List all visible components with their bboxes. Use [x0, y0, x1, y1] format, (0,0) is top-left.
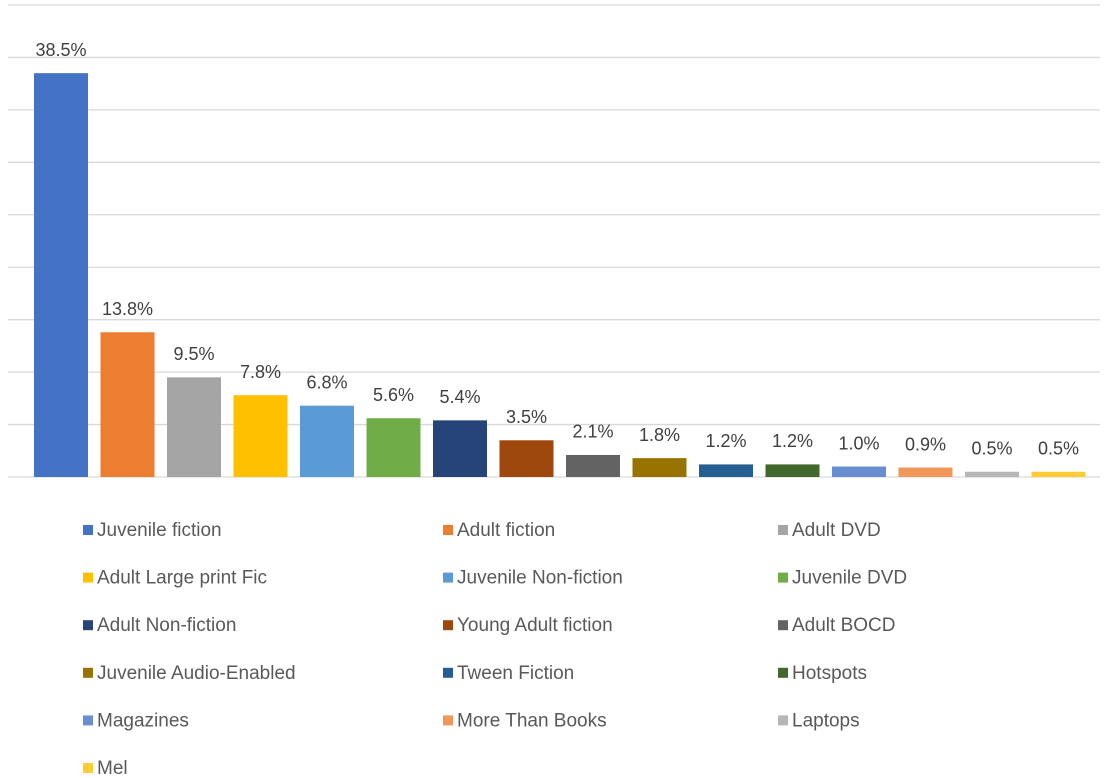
bar	[965, 471, 1019, 477]
data-label: 0.5%	[971, 439, 1012, 459]
bar	[300, 405, 354, 477]
data-label: 13.8%	[102, 299, 153, 319]
legend-swatch	[443, 715, 453, 726]
legend-label: Adult DVD	[792, 520, 881, 541]
data-label: 9.5%	[173, 344, 214, 364]
legend-label: Adult BOCD	[792, 615, 895, 636]
data-label: 0.5%	[1038, 439, 1079, 459]
data-label: 1.0%	[838, 433, 879, 453]
legend-swatch	[443, 525, 453, 535]
legend-label: More Than Books	[457, 710, 607, 731]
bar	[366, 418, 421, 477]
legend-label: Laptops	[792, 710, 860, 731]
legend-swatch	[83, 620, 93, 631]
data-label: 3.5%	[506, 407, 547, 427]
bar	[34, 73, 88, 477]
legend-label: Juvenile DVD	[792, 568, 907, 589]
legend-label: Adult fiction	[457, 520, 555, 541]
legend-label: Young Adult fiction	[457, 615, 613, 636]
bar	[699, 464, 753, 477]
legend-label: Magazines	[97, 710, 189, 731]
legend-swatch	[778, 620, 788, 631]
bar	[898, 467, 953, 477]
legend-swatch	[443, 572, 453, 583]
legend-swatch	[778, 667, 788, 678]
data-label: 5.6%	[373, 385, 414, 405]
legend-label: Juvenile Audio-Enabled	[97, 663, 296, 684]
legend-label: Juvenile Non-fiction	[457, 568, 623, 589]
data-label: 5.4%	[439, 387, 480, 407]
bar	[499, 440, 554, 477]
bar	[1031, 471, 1086, 477]
bar	[832, 466, 886, 477]
bar	[765, 464, 820, 477]
legend-label: Tween Fiction	[457, 663, 574, 684]
data-label: 1.8%	[639, 425, 680, 445]
data-label: 0.9%	[905, 434, 946, 454]
legend-swatch	[83, 763, 93, 773]
legend-swatch	[443, 667, 453, 678]
data-label: 1.2%	[772, 431, 813, 451]
legend-swatch	[778, 715, 788, 726]
legend-swatch	[83, 715, 93, 726]
legend-label: Juvenile fiction	[97, 520, 222, 541]
legend-label: Adult Non-fiction	[97, 615, 236, 636]
legend-label: Hotspots	[792, 663, 867, 684]
bar	[167, 377, 221, 477]
legend-label: Mel	[97, 758, 128, 778]
bar	[632, 458, 687, 477]
data-label: 2.1%	[572, 422, 613, 442]
data-label: 1.2%	[705, 431, 746, 451]
data-label: 7.8%	[240, 362, 281, 382]
bar	[566, 454, 620, 477]
legend-swatch	[83, 667, 93, 678]
data-label: 6.8%	[306, 372, 347, 392]
legend-swatch	[778, 572, 788, 583]
legend-swatch	[83, 525, 93, 535]
bar	[233, 395, 288, 477]
data-label: 38.5%	[35, 40, 86, 60]
legend-label: Adult Large print Fic	[97, 568, 267, 589]
legend-swatch	[778, 525, 788, 535]
bar	[433, 420, 487, 477]
legend-swatch	[443, 620, 453, 631]
legend-swatch	[83, 572, 93, 583]
bar	[100, 332, 155, 477]
